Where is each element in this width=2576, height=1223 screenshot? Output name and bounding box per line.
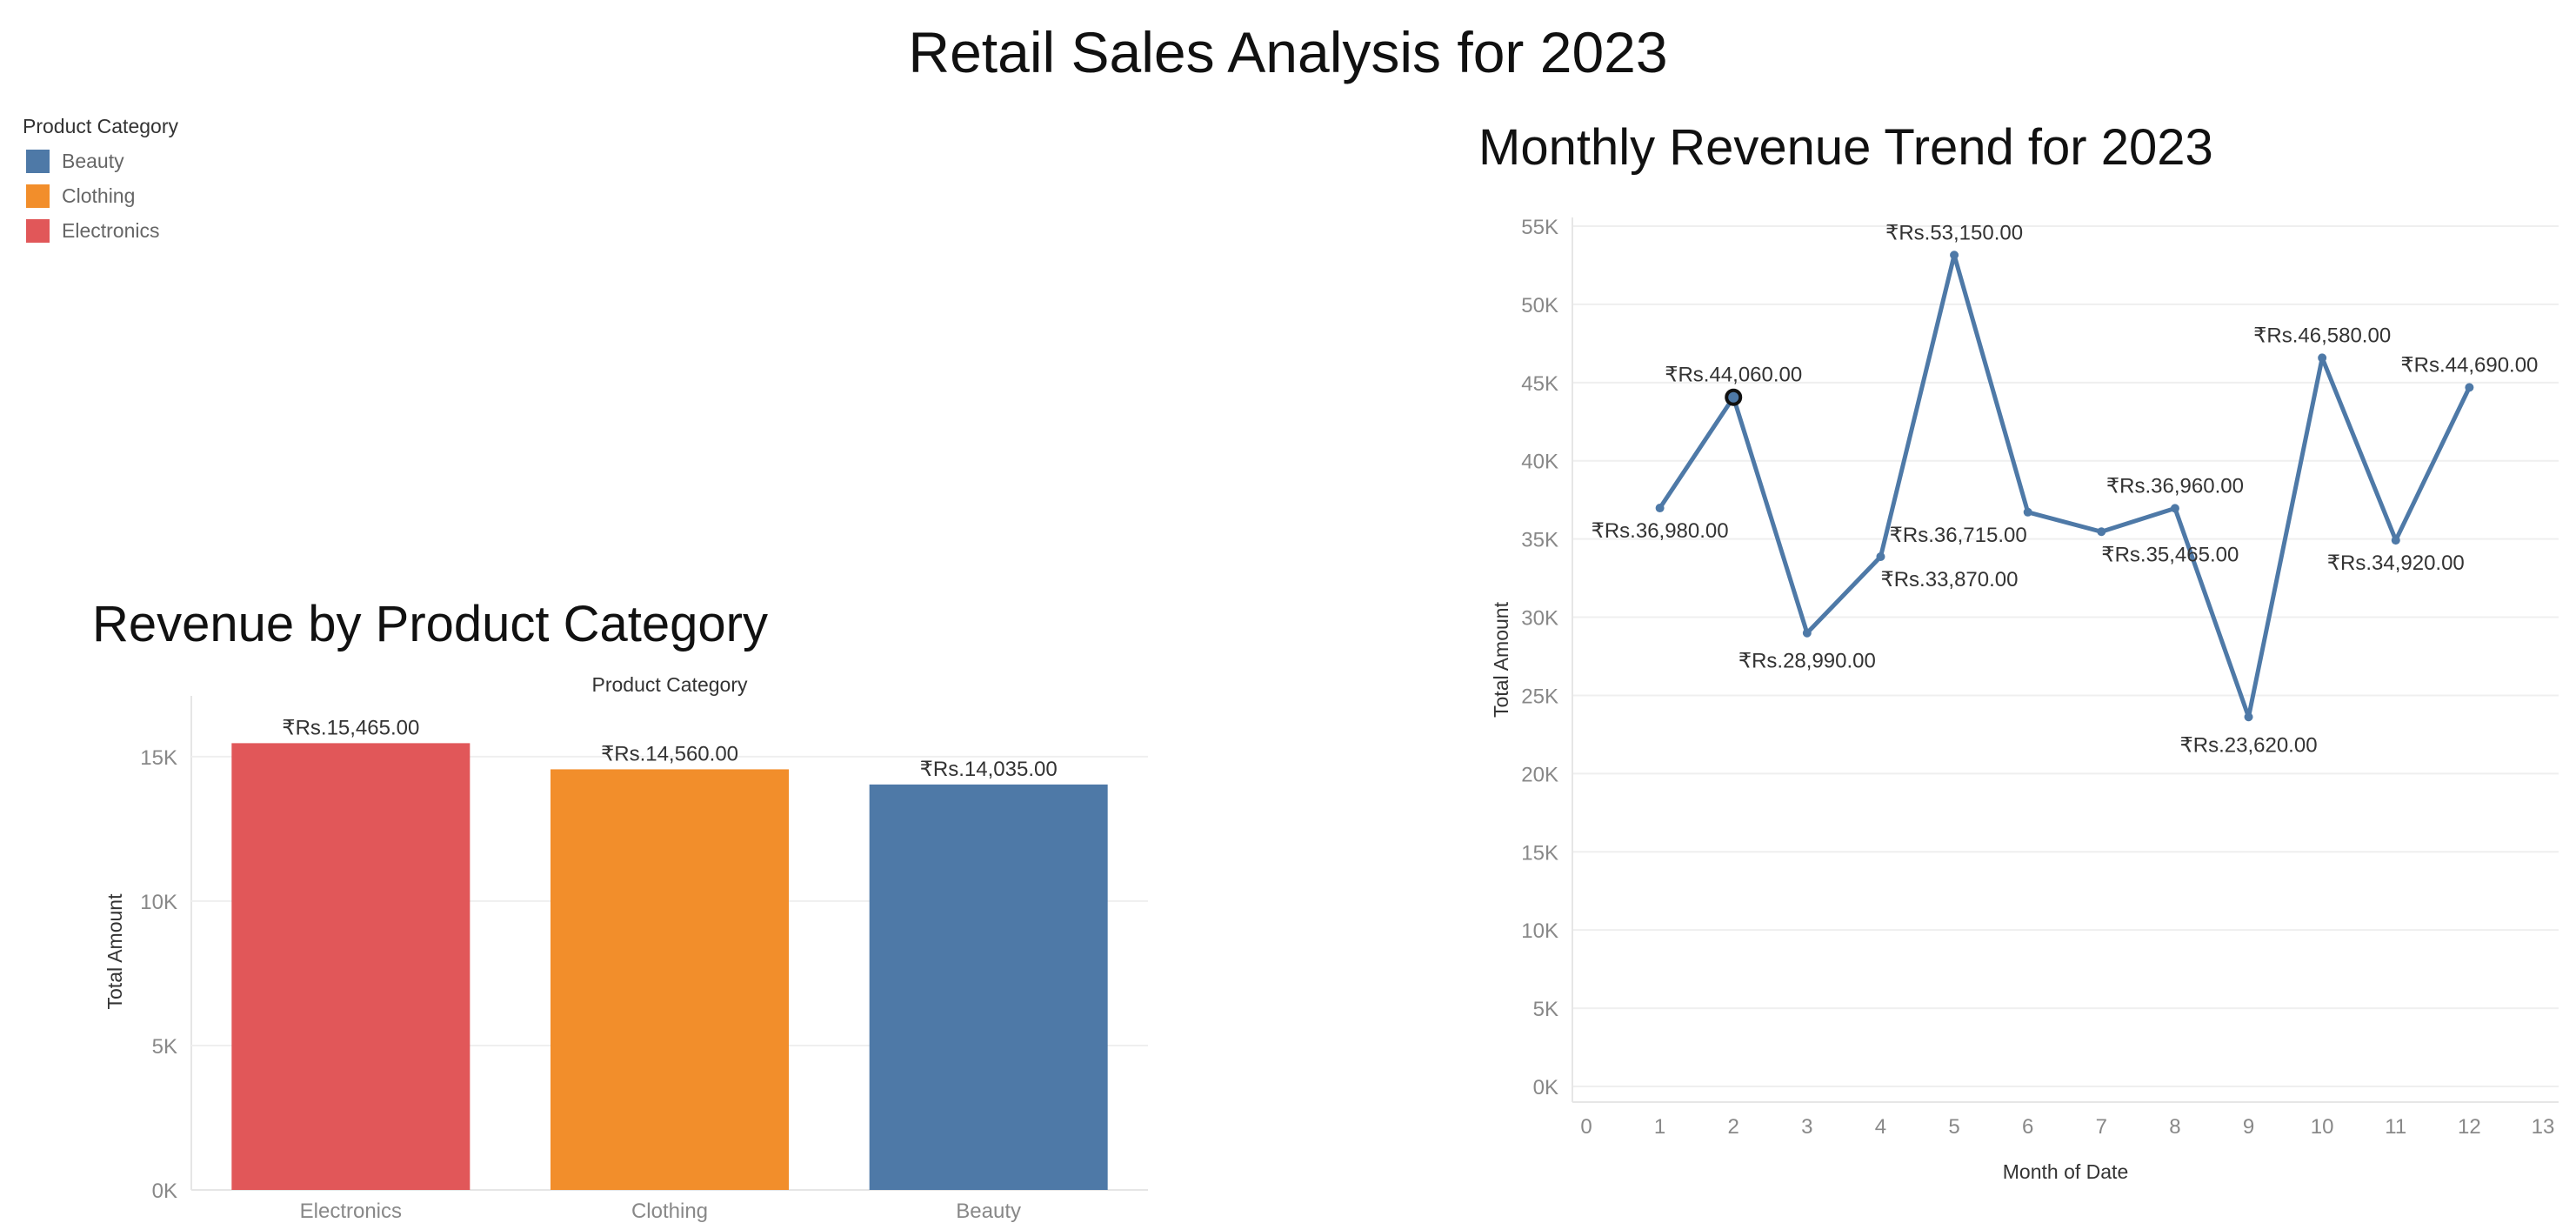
line-y-tick-label: 5K: [1533, 998, 1558, 1021]
bar-x-tick-label: Beauty: [956, 1200, 1021, 1223]
line-x-tick-label: 7: [2096, 1115, 2107, 1139]
line-x-tick-label: 8: [2169, 1115, 2180, 1139]
line-y-tick-label: 0K: [1533, 1076, 1558, 1099]
bar-x-tick-label: Electronics: [300, 1200, 402, 1223]
data-point: [2023, 507, 2032, 517]
line-x-tick-label: 10: [2311, 1115, 2334, 1139]
data-point: [2170, 504, 2179, 513]
legend-swatch-electronics: [26, 218, 50, 243]
line-y-axis-label: Total Amount: [1490, 601, 1512, 718]
data-point: [1802, 628, 1812, 638]
legend-label-beauty: Beauty: [62, 149, 124, 172]
legend-item-clothing[interactable]: Clothing: [23, 178, 178, 213]
line-data-label: ₹Rs.53,150.00: [1885, 221, 2023, 244]
bar-y-axis-label: Total Amount: [103, 893, 126, 1010]
line-x-tick-label: 9: [2243, 1115, 2254, 1139]
bar-electronics: [231, 743, 470, 1190]
bar-column-header: Product Category: [592, 673, 748, 696]
line-y-tick-label: 25K: [1521, 685, 1558, 708]
bar-beauty: [869, 784, 1108, 1190]
bar-data-label: ₹Rs.15,465.00: [282, 716, 419, 739]
data-point: [2318, 353, 2327, 363]
legend-label-clothing: Clothing: [62, 184, 136, 207]
bar-y-tick-label: 10K: [140, 891, 177, 914]
line-x-tick-label: 12: [2458, 1115, 2481, 1139]
revenue-line: [1658, 252, 2472, 719]
data-point: [2244, 712, 2253, 722]
line-y-tick-label: 40K: [1521, 451, 1558, 474]
line-y-tick-label: 45K: [1521, 372, 1558, 396]
line-data-label: ₹Rs.28,990.00: [1738, 650, 1876, 673]
dashboard-title: Retail Sales Analysis for 2023: [908, 20, 1668, 84]
bar-data-label: ₹Rs.14,560.00: [601, 742, 738, 765]
line-x-axis-label: Month of Date: [2003, 1160, 2128, 1183]
legend: Product Category Beauty Clothing Electro…: [23, 115, 178, 248]
line-chart-title: Monthly Revenue Trend for 2023: [1478, 119, 2213, 176]
line-data-label: ₹Rs.46,580.00: [2253, 324, 2391, 347]
bar-y-tick-label: 0K: [152, 1180, 177, 1203]
data-point: [1950, 251, 1959, 260]
line-data-label: ₹Rs.36,960.00: [2106, 474, 2244, 498]
line-y-tick-label: 30K: [1521, 607, 1558, 631]
line-data-label: ₹Rs.36,715.00: [1890, 524, 2027, 547]
legend-swatch-beauty: [26, 149, 50, 173]
line-data-label: ₹Rs.36,980.00: [1592, 519, 1729, 543]
bar-chart-title: Revenue by Product Category: [92, 596, 768, 652]
line-x-tick-label: 11: [2385, 1115, 2406, 1139]
line-data-label: ₹Rs.23,620.00: [2180, 733, 2318, 757]
line-data-label: ₹Rs.34,920.00: [2327, 551, 2465, 575]
line-x-tick-label: 1: [1654, 1115, 1665, 1139]
line-data-label: ₹Rs.35,465.00: [2101, 543, 2239, 566]
legend-item-electronics[interactable]: Electronics: [23, 213, 178, 248]
bar-x-tick-label: Clothing: [631, 1200, 708, 1223]
line-x-tick-label: 2: [1728, 1115, 1739, 1139]
line-x-tick-label: 0: [1580, 1115, 1592, 1139]
line-data-label: ₹Rs.44,690.00: [2400, 353, 2538, 377]
line-x-tick-label: 3: [1801, 1115, 1812, 1139]
line-y-tick-label: 20K: [1521, 763, 1558, 786]
data-point: [1876, 551, 1885, 561]
data-point: [2465, 383, 2474, 392]
bar-y-tick-label: 5K: [152, 1035, 177, 1059]
line-x-tick-label: 5: [1948, 1115, 1959, 1139]
bar-chart: Product Category 0K 5K 10K 15K Total Amount ₹R…: [103, 673, 1148, 1223]
line-y-tick-label: 15K: [1521, 841, 1558, 865]
legend-label-electronics: Electronics: [62, 218, 160, 242]
line-x-tick-label: 13: [2532, 1115, 2555, 1139]
bar-y-tick-label: 15K: [140, 746, 177, 770]
data-point-highlighted: [1725, 388, 1743, 406]
line-y-tick-label: 55K: [1521, 216, 1558, 239]
line-data-label: ₹Rs.33,870.00: [1880, 568, 2018, 591]
bar-data-label: ₹Rs.14,035.00: [920, 758, 1058, 781]
bar-clothing: [551, 769, 789, 1190]
line-x-tick-label: 6: [2022, 1115, 2033, 1139]
line-y-tick-label: 35K: [1521, 529, 1558, 552]
legend-swatch-clothing: [26, 184, 50, 208]
data-point: [1655, 504, 1665, 513]
line-x-tick-label: 4: [1875, 1115, 1886, 1139]
data-point: [2097, 527, 2106, 537]
legend-title: Product Category: [23, 115, 178, 137]
line-y-tick-label: 50K: [1521, 294, 1558, 317]
line-y-tick-label: 10K: [1521, 919, 1558, 943]
data-point: [2391, 536, 2400, 545]
legend-item-beauty[interactable]: Beauty: [23, 144, 178, 178]
line-data-label: ₹Rs.44,060.00: [1665, 364, 1802, 387]
